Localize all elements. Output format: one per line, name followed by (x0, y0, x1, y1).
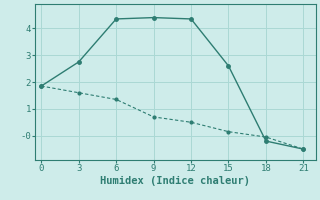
X-axis label: Humidex (Indice chaleur): Humidex (Indice chaleur) (100, 176, 251, 186)
